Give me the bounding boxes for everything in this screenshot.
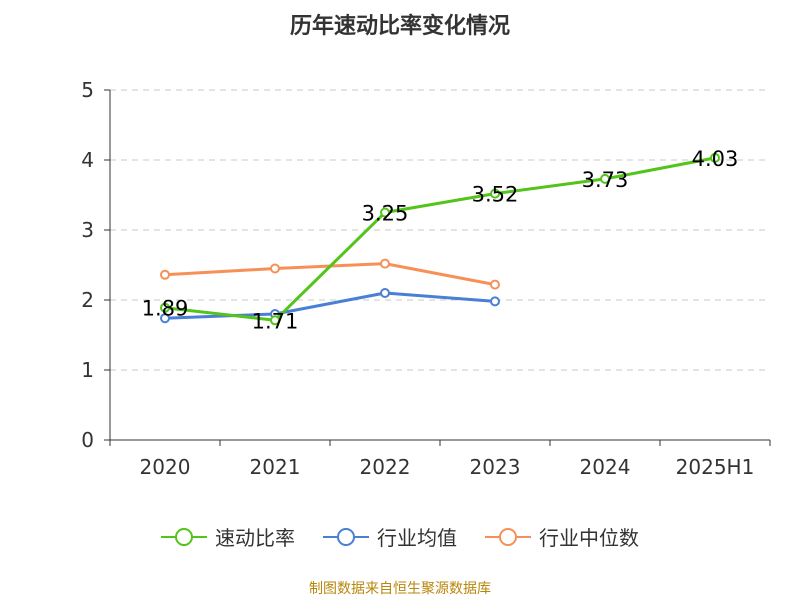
data-source-note: 制图数据来自恒生聚源数据库	[309, 581, 491, 597]
data-point	[710, 152, 720, 163]
y-tick-label: 1	[81, 358, 94, 382]
y-tick-label: 5	[81, 78, 94, 102]
legend-item-quick-ratio[interactable]: 速动比率	[161, 522, 295, 551]
data-point	[270, 263, 280, 274]
x-tick-label: 2024	[580, 455, 631, 479]
data-label: 1.71	[252, 309, 299, 333]
data-point	[490, 188, 500, 199]
data-point	[600, 173, 610, 184]
legend-item-industry-mean[interactable]: 行业均值	[323, 522, 457, 551]
legend-item-industry-median[interactable]: 行业中位数	[485, 522, 639, 551]
x-tick-label: 2023	[470, 455, 521, 479]
series-line	[164, 156, 716, 322]
legend: 速动比率 行业均值 行业中位数	[0, 522, 800, 551]
series-line	[164, 291, 496, 320]
data-point	[160, 269, 170, 280]
x-tick-label: 2022	[360, 455, 411, 479]
x-tick-label: 2020	[140, 455, 191, 479]
legend-label-industry-mean: 行业均值	[377, 526, 457, 550]
legend-label-industry-median: 行业中位数	[539, 526, 639, 550]
data-label: 1.89	[142, 297, 189, 321]
data-point	[380, 207, 390, 218]
chart-title: 历年速动比率变化情况	[289, 14, 510, 39]
data-point	[270, 315, 280, 326]
legend-marker-quick-ratio-icon	[161, 527, 207, 546]
x-tick-label: 2025H1	[676, 455, 755, 479]
data-point	[160, 313, 170, 324]
data-point	[490, 279, 500, 290]
y-tick-label: 2	[81, 288, 94, 312]
legend-marker-industry-mean-icon	[323, 527, 369, 546]
x-tick-label: 2021	[250, 455, 301, 479]
data-point	[490, 296, 500, 307]
data-label: 3.52	[472, 183, 519, 207]
data-label: 3.73	[582, 168, 629, 192]
data-label: 3.25	[362, 202, 409, 226]
legend-marker-industry-median-icon	[485, 527, 531, 546]
y-tick-label: 0	[81, 428, 94, 452]
data-point	[380, 288, 390, 298]
data-point	[160, 302, 170, 313]
y-tick-label: 4	[81, 148, 94, 172]
data-point	[380, 258, 390, 269]
legend-label-quick-ratio: 速动比率	[215, 526, 295, 550]
data-label: 4.03	[692, 147, 739, 171]
y-tick-label: 3	[81, 218, 94, 242]
